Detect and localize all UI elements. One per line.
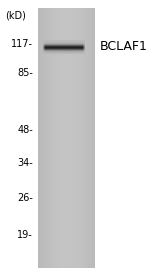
Text: 48-: 48- <box>17 125 33 135</box>
Text: (kD): (kD) <box>5 10 26 20</box>
Text: 117-: 117- <box>11 39 33 49</box>
Text: 19-: 19- <box>17 230 33 240</box>
Text: BCLAF1: BCLAF1 <box>100 40 148 54</box>
Text: 85-: 85- <box>17 68 33 78</box>
Text: 34-: 34- <box>17 158 33 168</box>
Text: 26-: 26- <box>17 193 33 203</box>
